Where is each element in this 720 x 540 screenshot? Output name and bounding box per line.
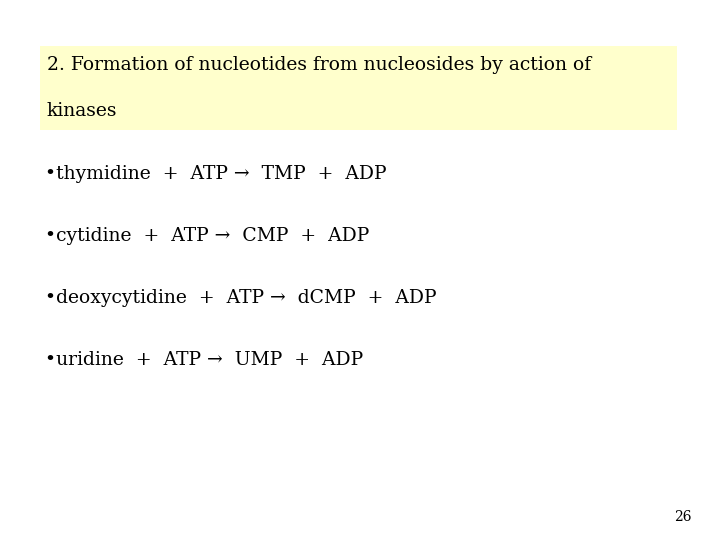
Text: •deoxycytidine  +  ATP →  dCMP  +  ADP: •deoxycytidine + ATP → dCMP + ADP [45,289,436,307]
Text: •uridine  +  ATP →  UMP  +  ADP: •uridine + ATP → UMP + ADP [45,351,363,369]
Text: 26: 26 [674,510,691,524]
Text: •thymidine  +  ATP →  TMP  +  ADP: •thymidine + ATP → TMP + ADP [45,165,386,183]
Text: kinases: kinases [47,102,117,120]
Text: •cytidine  +  ATP →  CMP  +  ADP: •cytidine + ATP → CMP + ADP [45,227,369,245]
Text: 2. Formation of nucleotides from nucleosides by action of: 2. Formation of nucleotides from nucleos… [47,56,591,73]
FancyBboxPatch shape [40,46,677,130]
